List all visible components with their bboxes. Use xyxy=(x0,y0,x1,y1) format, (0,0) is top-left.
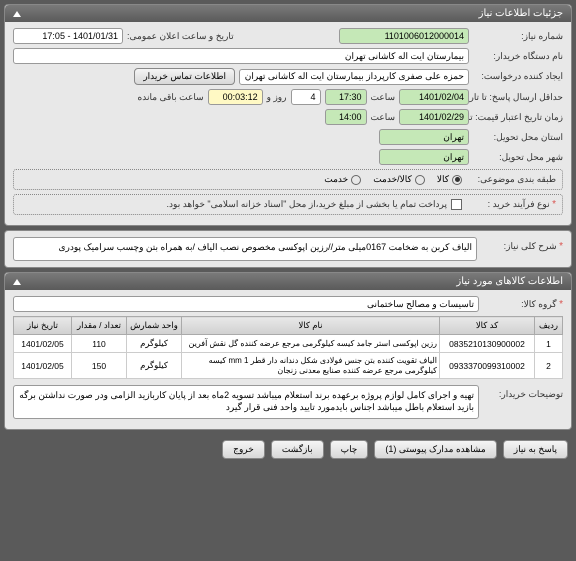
desc-text: الیاف کربن به ضخامت 0167میلی متر//رزین ا… xyxy=(13,237,477,261)
deadline-date: 1401/02/04 xyxy=(399,89,469,105)
deadline-label: حداقل ارسال پاسخ: تا تاریخ: xyxy=(473,92,563,103)
cell-unit: کیلوگرم xyxy=(127,353,182,379)
process-checkbox[interactable] xyxy=(451,199,462,210)
cell-qty: 150 xyxy=(72,353,127,379)
cell-date: 1401/02/05 xyxy=(14,353,72,379)
remain-label: ساعت باقی مانده xyxy=(138,92,204,103)
process-label: * نوع فرآیند خرید : xyxy=(466,199,556,210)
city-label: شهر محل تحویل: xyxy=(473,152,563,163)
items-panel: اطلاعات کالاهای مورد نیاز * گروه کالا: ت… xyxy=(4,272,572,430)
creator-field: حمزه علی صفری کارپرداز بیمارستان ایت اله… xyxy=(239,69,469,85)
attachments-button[interactable]: مشاهده مدارک پیوستی (1) xyxy=(374,440,496,459)
group-field: تاسیسات و مصالح ساختمانی xyxy=(13,296,479,312)
class-label: طبقه بندی موضوعی: xyxy=(466,174,556,185)
days-field: 4 xyxy=(291,89,321,105)
items-panel-title: اطلاعات کالاهای مورد نیاز xyxy=(456,276,563,287)
cell-unit: کیلوگرم xyxy=(127,335,182,353)
province-field: تهران xyxy=(379,129,469,145)
city-field: تهران xyxy=(379,149,469,165)
classification-box: طبقه بندی موضوعی: کالا کالا/خدمت خدمت xyxy=(13,169,563,190)
cell-qty: 110 xyxy=(72,335,127,353)
info-panel-title: جزئیات اطلاعات نیاز xyxy=(479,8,563,19)
info-panel: جزئیات اطلاعات نیاز شماره نیاز: 11010060… xyxy=(4,4,572,226)
cell-code: 0835210130900002 xyxy=(440,335,535,353)
items-panel-header[interactable]: اطلاعات کالاهای مورد نیاز xyxy=(5,273,571,290)
buyer-label: نام دستگاه خریدار: xyxy=(473,51,563,62)
description-panel: * شرح کلی نیاز: الیاف کربن به ضخامت 0167… xyxy=(4,230,572,268)
valid-date: 1401/02/29 xyxy=(399,109,469,125)
collapse-icon[interactable] xyxy=(13,279,21,285)
valid-time: 14:00 xyxy=(325,109,367,125)
announce-label: تاریخ و ساعت اعلان عمومی: xyxy=(127,31,234,42)
group-label: * گروه کالا: xyxy=(483,299,563,310)
table-header-row: ردیف کد کالا نام کالا واحد شمارش تعداد /… xyxy=(14,317,563,335)
col-qty: تعداد / مقدار xyxy=(72,317,127,335)
col-name: نام کالا xyxy=(182,317,440,335)
deadline-time: 17:30 xyxy=(325,89,367,105)
cell-n: 1 xyxy=(535,335,563,353)
col-date: تاریخ نیاز xyxy=(14,317,72,335)
province-label: استان محل تحویل: xyxy=(473,132,563,143)
back-button[interactable]: بازگشت xyxy=(271,440,324,459)
col-unit: واحد شمارش xyxy=(127,317,182,335)
table-row[interactable]: 10835210130900002رزین اپوکسی استر جامد ک… xyxy=(14,335,563,353)
deadline-time-label: ساعت xyxy=(371,92,396,103)
print-button[interactable]: چاپ xyxy=(330,440,369,459)
radio-kala[interactable]: کالا xyxy=(437,174,462,185)
cell-code: 0933370099310002 xyxy=(440,353,535,379)
col-row: ردیف xyxy=(535,317,563,335)
col-code: کد کالا xyxy=(440,317,535,335)
radio-khedmat[interactable]: خدمت xyxy=(324,174,361,185)
bottom-toolbar: پاسخ به نیاز مشاهده مدارک پیوستی (1) چاپ… xyxy=(0,434,576,465)
remain-field: 00:03:12 xyxy=(208,89,263,105)
cell-name: الیاف تقویت کننده بتن جنس فولادی شکل دند… xyxy=(182,353,440,379)
table-row[interactable]: 20933370099310002الیاف تقویت کننده بتن ج… xyxy=(14,353,563,379)
req-no-label: شماره نیاز: xyxy=(473,31,563,42)
valid-label: زمان تاریخ اعتبار قیمت: تا تاریخ: xyxy=(473,112,563,123)
desc-label: * شرح کلی نیاز: xyxy=(483,237,563,252)
respond-button[interactable]: پاسخ به نیاز xyxy=(503,440,568,459)
announce-field: 1401/01/31 - 17:05 xyxy=(13,28,123,44)
info-panel-header[interactable]: جزئیات اطلاعات نیاز xyxy=(5,5,571,22)
collapse-icon[interactable] xyxy=(13,11,21,17)
items-table: ردیف کد کالا نام کالا واحد شمارش تعداد /… xyxy=(13,316,563,379)
process-box: * نوع فرآیند خرید : پرداخت تمام یا بخشی … xyxy=(13,194,563,215)
process-text: پرداخت تمام یا بخشی از مبلغ خرید،از محل … xyxy=(167,199,447,210)
creator-label: ایجاد کننده درخواست: xyxy=(473,71,563,82)
cell-name: رزین اپوکسی استر جامد کیسه کیلوگرمی مرجع… xyxy=(182,335,440,353)
class-radio-group: کالا کالا/خدمت خدمت xyxy=(324,174,462,185)
days-label: روز و xyxy=(267,92,287,103)
buyer-field: بیمارستان ایت اله کاشانی تهران xyxy=(13,48,469,64)
cell-n: 2 xyxy=(535,353,563,379)
contact-button[interactable]: اطلاعات تماس خریدار xyxy=(134,68,235,85)
cell-date: 1401/02/05 xyxy=(14,335,72,353)
valid-time-label: ساعت xyxy=(371,112,396,123)
buyer-notes-text: تهیه و اجرای کامل لوازم پروژه برعهده برن… xyxy=(13,385,479,418)
exit-button[interactable]: خروج xyxy=(222,440,265,459)
radio-kala-khedmat[interactable]: کالا/خدمت xyxy=(373,174,425,185)
buyer-notes-label: توضیحات خریدار: xyxy=(483,385,563,400)
req-no-field: 1101006012000014 xyxy=(339,28,469,44)
